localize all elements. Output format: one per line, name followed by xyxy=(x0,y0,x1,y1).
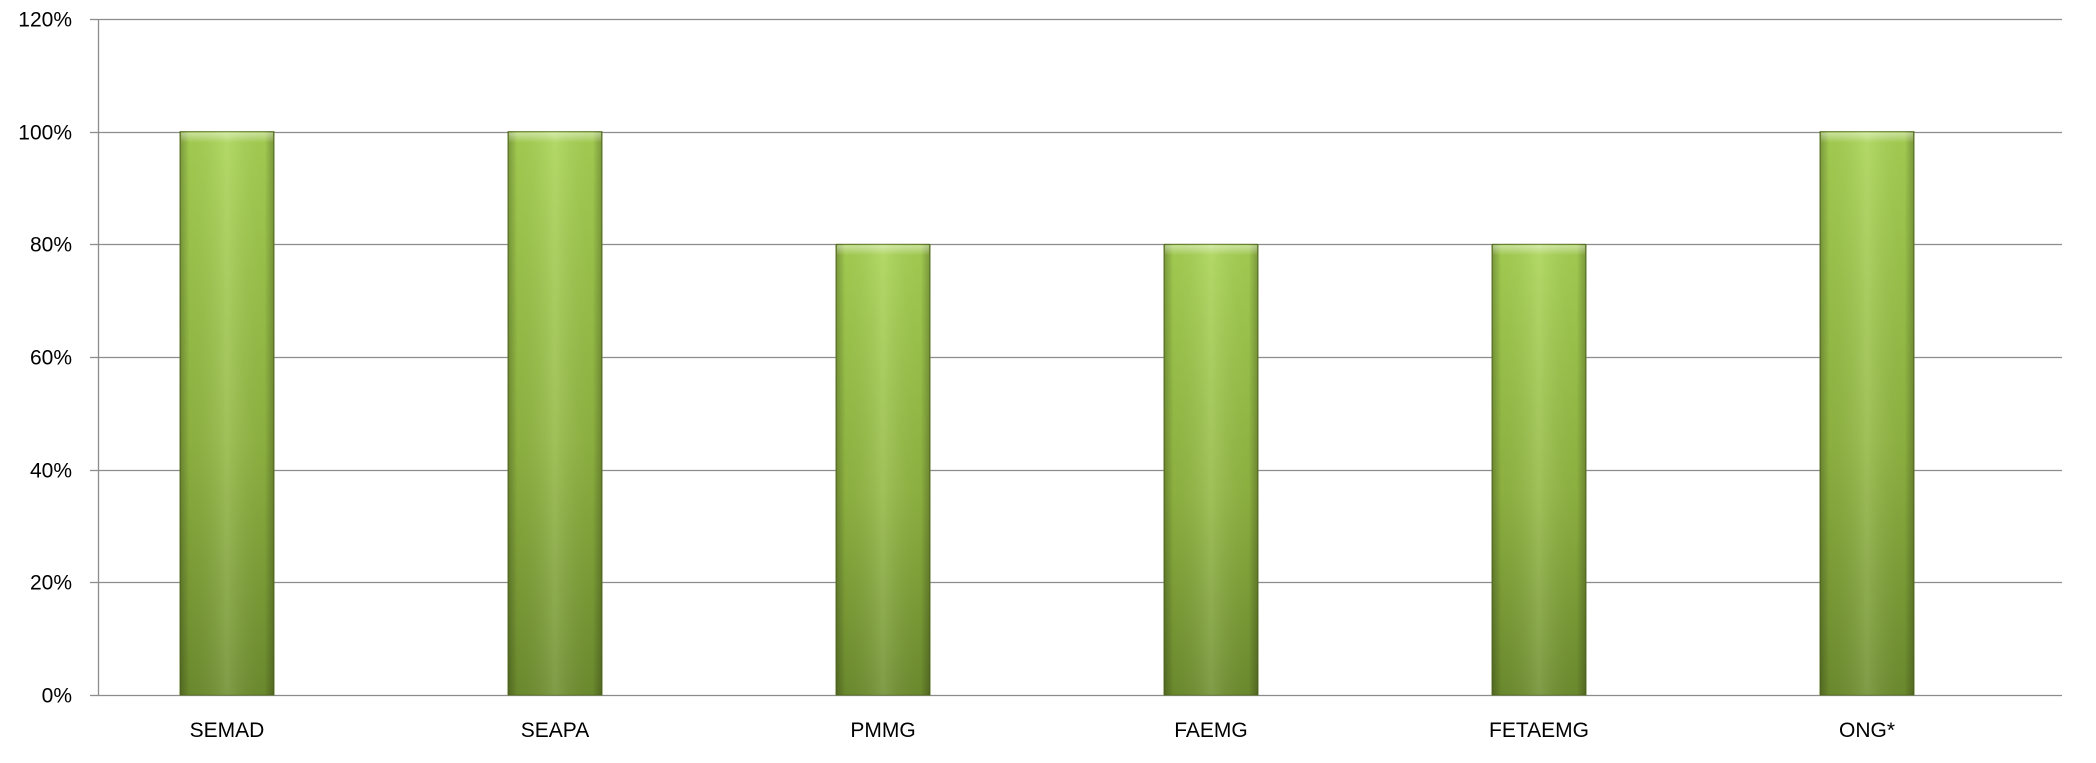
x-tick-label: SEMAD xyxy=(190,719,265,742)
bar-shading xyxy=(1492,244,1586,696)
bar xyxy=(1819,131,1915,696)
bar-shading xyxy=(836,244,930,696)
y-tick-label: 120% xyxy=(18,9,72,32)
bar xyxy=(179,131,275,696)
bar xyxy=(1163,243,1259,696)
bar-cap-highlight xyxy=(1165,245,1257,256)
x-tick-label: ONG* xyxy=(1839,719,1895,742)
gridlines xyxy=(98,18,2062,584)
x-tick-label: FETAEMG xyxy=(1489,719,1589,742)
x-tick-label: PMMG xyxy=(850,719,915,742)
y-tick-label: 0% xyxy=(42,685,72,708)
bar-shading xyxy=(1164,244,1258,696)
y-tick-label: 20% xyxy=(30,572,72,595)
bar-cap-highlight xyxy=(509,132,601,143)
bar-shading xyxy=(1820,131,1914,695)
bar-cap-highlight xyxy=(1493,245,1585,256)
bar-cap-highlight xyxy=(181,132,273,143)
y-tick-label: 100% xyxy=(18,122,72,145)
labels: 0% 20% 40% 60% 80% 100% 120% SEMAD SEAPA PMMG FAEM… xyxy=(18,9,1895,743)
bar-cap-highlight xyxy=(837,245,929,256)
bars xyxy=(179,131,1915,696)
axes xyxy=(90,18,2062,697)
bar xyxy=(507,131,603,696)
bar-shading xyxy=(180,131,274,695)
bar xyxy=(1491,243,1587,696)
bar xyxy=(835,243,931,696)
x-tick-label: FAEMG xyxy=(1174,719,1248,742)
x-tick-label: SEAPA xyxy=(521,719,589,742)
y-tick-label: 60% xyxy=(30,347,72,370)
bar-cap-highlight xyxy=(1821,132,1913,143)
y-tick-label: 80% xyxy=(30,234,72,257)
y-tick-label: 40% xyxy=(30,460,72,483)
bar-shading xyxy=(508,131,602,695)
